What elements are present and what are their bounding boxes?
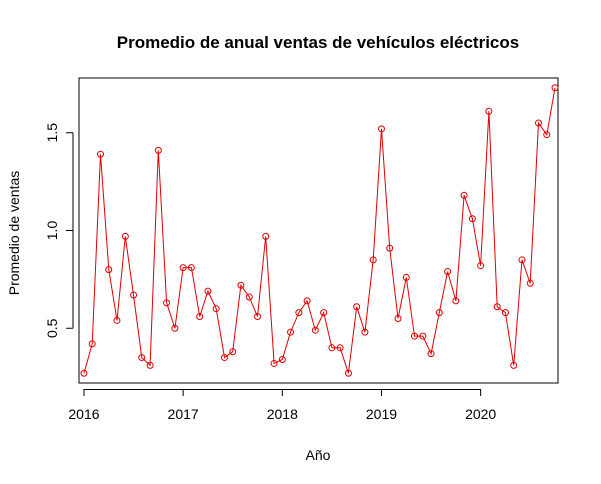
data-point bbox=[518, 256, 526, 264]
data-point bbox=[220, 354, 228, 362]
data-point bbox=[187, 264, 195, 272]
data-point bbox=[130, 291, 138, 299]
data-point bbox=[543, 131, 551, 139]
data-point bbox=[419, 332, 427, 340]
data-point bbox=[444, 268, 452, 276]
data-point bbox=[369, 256, 377, 264]
data-point bbox=[88, 340, 96, 348]
data-point bbox=[212, 305, 220, 313]
x-tick-label: 2019 bbox=[366, 406, 397, 422]
data-point bbox=[477, 262, 485, 270]
data-point bbox=[179, 264, 187, 272]
data-point bbox=[229, 348, 237, 356]
data-point bbox=[113, 316, 121, 324]
y-axis: 0.5 1.0 1.5 bbox=[44, 123, 74, 338]
data-point bbox=[287, 328, 295, 336]
data-point bbox=[97, 150, 105, 158]
data-point bbox=[427, 350, 435, 358]
data-point bbox=[303, 297, 311, 305]
data-point bbox=[452, 297, 460, 305]
data-point bbox=[344, 369, 352, 377]
data-point bbox=[386, 244, 394, 252]
x-tick-label: 2016 bbox=[68, 406, 99, 422]
data-point bbox=[336, 344, 344, 352]
data-point bbox=[468, 215, 476, 223]
data-point bbox=[196, 313, 204, 321]
data-point bbox=[204, 287, 212, 295]
data-point bbox=[105, 266, 113, 274]
chart-title: Promedio de anual ventas de vehículos el… bbox=[117, 33, 519, 52]
x-tick-label: 2018 bbox=[267, 406, 298, 422]
x-axis-label: Año bbox=[306, 447, 331, 463]
data-point bbox=[237, 281, 245, 289]
data-point bbox=[551, 84, 559, 92]
data-point bbox=[493, 303, 501, 311]
data-point bbox=[394, 314, 402, 322]
data-point bbox=[245, 293, 253, 301]
y-tick-label: 1.0 bbox=[44, 221, 60, 241]
x-tick-label: 2017 bbox=[168, 406, 199, 422]
data-point bbox=[501, 309, 509, 317]
data-point bbox=[254, 313, 262, 321]
data-point bbox=[410, 332, 418, 340]
data-point bbox=[163, 299, 171, 307]
data-point bbox=[80, 369, 88, 377]
data-point bbox=[154, 146, 162, 154]
data-point bbox=[278, 356, 286, 364]
data-point bbox=[526, 279, 534, 287]
data-point bbox=[171, 324, 179, 332]
plot-frame bbox=[78, 77, 559, 384]
data-point bbox=[138, 354, 146, 362]
series-line bbox=[83, 87, 556, 374]
series-layer bbox=[80, 84, 559, 377]
data-point bbox=[320, 309, 328, 317]
data-point bbox=[328, 344, 336, 352]
y-axis-label: Promedio de ventas bbox=[6, 171, 22, 296]
data-point bbox=[270, 359, 278, 367]
data-point bbox=[146, 361, 154, 369]
data-point bbox=[510, 361, 518, 369]
data-point bbox=[534, 119, 542, 127]
data-point bbox=[353, 303, 361, 311]
x-tick-label: 2020 bbox=[465, 406, 496, 422]
data-point bbox=[295, 309, 303, 317]
data-point bbox=[377, 125, 385, 133]
data-point bbox=[121, 232, 129, 240]
y-tick-label: 1.5 bbox=[44, 123, 60, 143]
x-axis: 2016 2017 2018 2019 2020 bbox=[68, 389, 496, 422]
data-point bbox=[435, 309, 443, 317]
data-point bbox=[262, 232, 270, 240]
y-tick-label: 0.5 bbox=[44, 318, 60, 338]
data-point bbox=[311, 326, 319, 334]
data-point bbox=[361, 328, 369, 336]
data-point bbox=[402, 273, 410, 281]
data-point bbox=[460, 191, 468, 199]
data-point bbox=[485, 107, 493, 115]
